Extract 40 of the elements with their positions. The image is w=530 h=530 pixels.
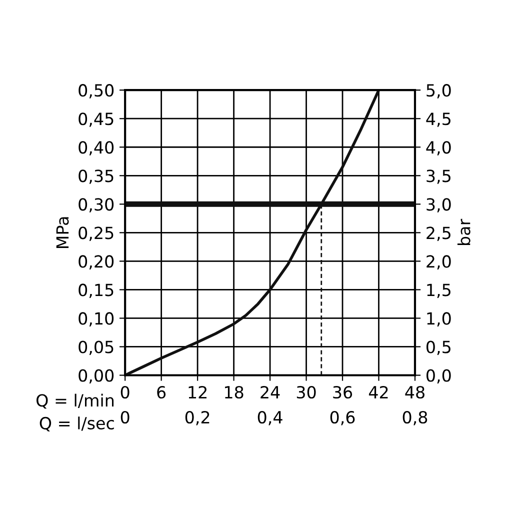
x2-tick-label: 0,8: [402, 410, 428, 426]
y2-tick-label: 3,0: [426, 198, 451, 212]
y2-tick-label: 2,5: [426, 226, 450, 241]
x-tick-label: 0: [120, 386, 130, 399]
x-tick-label: 30: [296, 386, 316, 399]
x2-tick-label: 0,6: [330, 410, 355, 426]
y-tick-label: 0,20: [78, 255, 114, 270]
y-tick-label: 0,50: [78, 84, 114, 98]
x2-axis-title: Q = l/sec: [40, 416, 114, 432]
y-axis-title: MPa: [56, 217, 69, 248]
y2-tick-label: 0,0: [426, 369, 451, 384]
y-tick-label: 0,40: [78, 141, 114, 156]
y-tick-label: 0,15: [78, 284, 114, 298]
x-tick-label: 18: [225, 386, 244, 399]
x-tick-label: 36: [333, 386, 352, 399]
y2-tick-label: 4,0: [426, 141, 451, 156]
y-tick-label: 0,45: [78, 112, 114, 127]
y2-tick-label: 2,0: [426, 255, 451, 270]
x-tick-label: 6: [157, 386, 166, 399]
y-tick-label: 0,30: [78, 198, 114, 212]
y2-tick-label: 5,0: [426, 84, 451, 98]
y-tick-label: 0,05: [78, 340, 114, 355]
y2-axis-title: bar: [457, 218, 470, 245]
x-tick-label: 12: [188, 386, 206, 398]
y2-tick-label: 3,5: [426, 170, 450, 184]
y2-tick-label: 0,5: [426, 340, 450, 355]
y-tick-label: 0,10: [78, 312, 114, 326]
y2-tick-label: 1,0: [427, 312, 451, 326]
x-tick-label: 24: [260, 386, 280, 398]
y-tick-label: 0,00: [78, 369, 114, 384]
x-tick-label: 48: [405, 386, 424, 399]
x2-tick-label: 0,4: [258, 410, 282, 426]
y-tick-label: 0,25: [78, 226, 114, 241]
y2-tick-label: 4,5: [426, 112, 450, 127]
x-tick-label: 42: [368, 386, 388, 398]
y2-tick-label: 1,5: [427, 284, 450, 298]
x2-tick-label: 0: [120, 410, 130, 424]
x-axis-title: Q = l/min: [36, 394, 114, 409]
y-tick-label: 0,35: [78, 170, 114, 184]
x2-tick-label: 0,2: [185, 410, 210, 426]
